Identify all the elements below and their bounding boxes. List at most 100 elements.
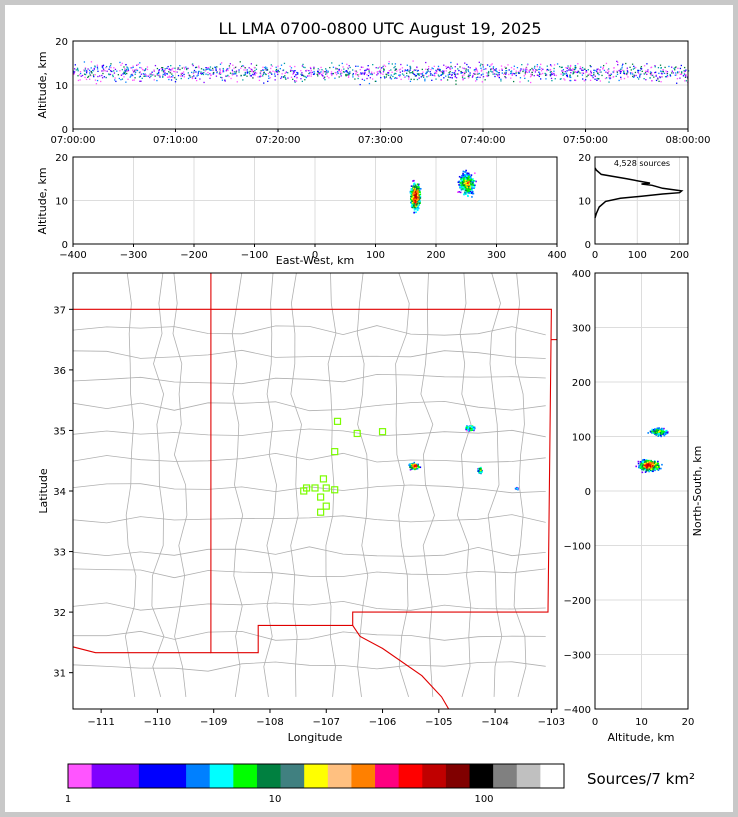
source-point <box>222 67 224 70</box>
source-point <box>454 76 456 78</box>
source-point <box>153 70 155 72</box>
source-point <box>332 72 334 75</box>
source-point <box>228 67 231 69</box>
source-point <box>453 73 456 76</box>
source-point <box>657 430 659 432</box>
source-point <box>142 73 145 75</box>
source-point <box>90 61 93 63</box>
source-point <box>313 68 315 70</box>
source-point <box>373 72 375 74</box>
county-line <box>325 273 337 697</box>
source-point <box>443 64 445 66</box>
source-point <box>164 68 166 70</box>
source-point <box>137 63 140 66</box>
source-point <box>631 63 634 65</box>
source-point <box>322 70 324 72</box>
source-point <box>417 187 419 190</box>
source-point <box>403 76 406 78</box>
source-point <box>644 460 647 463</box>
source-point <box>671 70 673 72</box>
source-point <box>418 189 421 192</box>
colorbar-label: Sources/7 km² <box>587 770 695 788</box>
source-point <box>478 470 481 473</box>
source-point <box>221 70 224 72</box>
source-point <box>203 69 205 71</box>
source-point <box>291 70 293 72</box>
source-point <box>265 67 267 70</box>
source-point <box>357 74 359 76</box>
source-point <box>211 69 214 71</box>
source-point <box>464 191 466 194</box>
station-marker <box>317 508 325 516</box>
source-point <box>413 464 415 466</box>
source-point <box>677 72 679 74</box>
source-point <box>414 194 417 196</box>
source-point <box>114 68 117 71</box>
time-tick-label: 07:00:00 <box>51 135 96 146</box>
source-point <box>133 70 136 72</box>
source-point <box>590 74 593 77</box>
source-point <box>384 77 386 79</box>
source-point <box>470 178 473 181</box>
source-point <box>505 67 507 69</box>
source-point <box>394 77 396 79</box>
source-point <box>346 70 348 73</box>
source-point <box>646 461 649 464</box>
source-point <box>517 71 520 74</box>
source-point <box>469 72 471 74</box>
source-point <box>336 68 338 70</box>
source-point <box>467 185 470 188</box>
source-point <box>567 69 570 71</box>
source-point <box>612 71 614 73</box>
source-point <box>399 68 402 70</box>
source-point <box>124 71 126 73</box>
source-point <box>440 79 442 81</box>
source-point <box>372 64 374 66</box>
source-point <box>646 73 648 76</box>
source-point <box>248 67 250 69</box>
source-point <box>276 71 278 73</box>
source-point <box>465 68 467 70</box>
source-point <box>610 73 612 76</box>
source-point <box>412 71 414 73</box>
source-point <box>639 463 642 466</box>
source-point <box>474 69 476 71</box>
source-point <box>328 77 330 79</box>
source-point <box>134 77 136 79</box>
hist-x-tick-label: 0 <box>592 250 598 261</box>
source-point <box>593 72 595 74</box>
source-point <box>410 78 412 80</box>
source-point <box>617 64 619 66</box>
source-point <box>643 73 646 75</box>
source-point <box>460 72 462 74</box>
source-point <box>523 75 525 77</box>
source-point <box>412 73 415 75</box>
source-point <box>417 183 420 186</box>
source-point <box>259 75 261 77</box>
source-point <box>240 74 242 77</box>
source-point <box>125 81 127 83</box>
state-boundaries <box>73 273 557 709</box>
source-point <box>639 69 641 72</box>
source-point <box>461 176 464 179</box>
source-point <box>271 65 273 67</box>
source-point <box>270 72 272 74</box>
source-point <box>367 74 370 77</box>
source-point <box>440 74 442 77</box>
source-point <box>313 66 315 68</box>
source-point <box>641 460 643 463</box>
source-point <box>416 196 418 199</box>
source-point <box>132 65 134 67</box>
source-point <box>637 462 640 465</box>
source-point <box>171 73 173 75</box>
source-point <box>639 74 641 76</box>
source-point <box>289 65 291 68</box>
source-point <box>309 66 312 69</box>
source-point <box>434 71 436 74</box>
source-point <box>442 72 444 75</box>
source-point <box>274 79 276 81</box>
source-count-label: 4,528 sources <box>614 159 670 168</box>
source-point <box>656 431 658 434</box>
source-point <box>683 71 686 73</box>
